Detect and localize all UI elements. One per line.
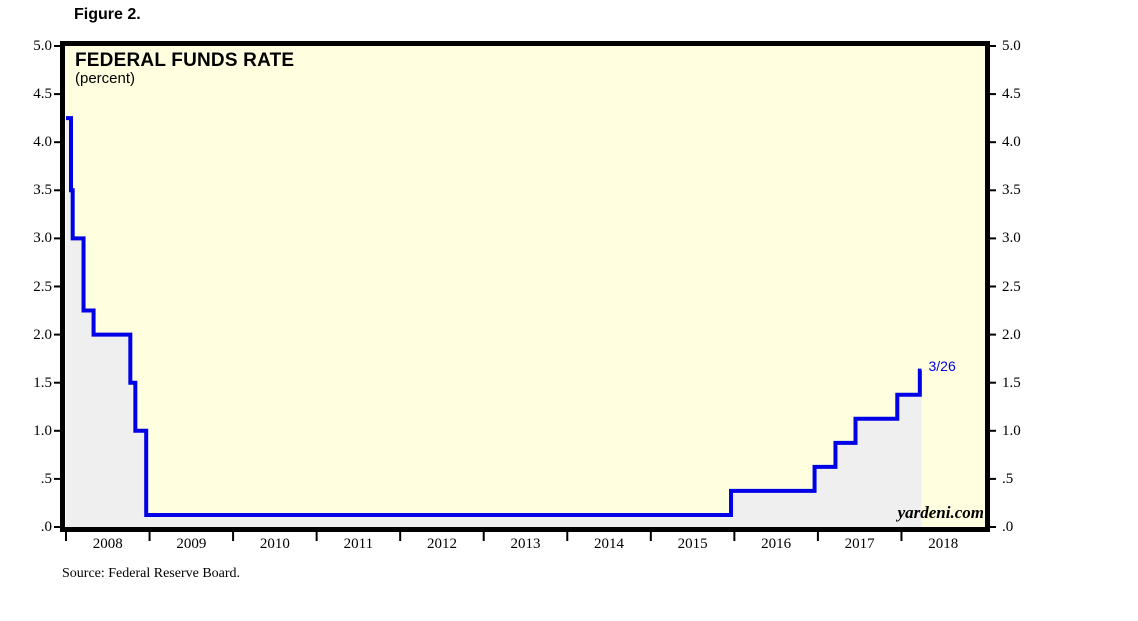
y-axis-label-left: 4.5 xyxy=(33,86,52,103)
x-axis-year-label: 2010 xyxy=(259,536,290,552)
source-note: Source: Federal Reserve Board. xyxy=(62,566,241,581)
y-axis-label-left: .5 xyxy=(40,470,52,487)
y-axis-label-left: 5.0 xyxy=(33,38,52,54)
x-axis-year-label: 2015 xyxy=(677,536,708,552)
chart-title: FEDERAL FUNDS RATE xyxy=(75,50,295,71)
y-axis-label-right: 4.5 xyxy=(1002,86,1021,103)
y-axis-label-left: 4.0 xyxy=(33,134,52,151)
chart-subtitle-units: (percent) xyxy=(75,70,136,87)
x-axis-year-label: 2018 xyxy=(928,536,959,552)
y-axis-label-right: 2.0 xyxy=(1002,326,1021,343)
y-axis-label-right: 5.0 xyxy=(1002,38,1021,54)
x-axis-year-label: 2009 xyxy=(176,536,207,552)
x-axis-year-label: 2016 xyxy=(761,536,792,552)
watermark-yardeni: yardeni.com xyxy=(897,503,984,522)
y-axis-label-left: .0 xyxy=(40,519,52,535)
y-axis-label-right: 1.5 xyxy=(1002,374,1021,391)
y-axis-label-right: 2.5 xyxy=(1002,278,1021,295)
y-axis-label-right: 1.0 xyxy=(1002,422,1021,439)
figure-number-label: Figure 2. xyxy=(74,6,141,23)
x-axis-year-label: 2014 xyxy=(594,536,625,552)
y-axis-label-right: .5 xyxy=(1002,470,1014,487)
y-axis-label-right: 4.0 xyxy=(1002,134,1021,151)
y-axis-label-left: 1.0 xyxy=(33,422,52,439)
y-axis-label-right: .0 xyxy=(1002,519,1014,535)
rate-step-line xyxy=(66,116,922,517)
x-axis-year-label: 2013 xyxy=(510,536,541,552)
y-axis-label-left: 1.5 xyxy=(33,374,52,391)
x-axis-year-label: 2012 xyxy=(426,536,457,552)
y-axis-label-left: 2.5 xyxy=(33,278,52,295)
x-axis-year-label: 2017 xyxy=(844,536,875,552)
y-axis-label-right: 3.0 xyxy=(1002,230,1021,247)
y-axis-label-right: 3.5 xyxy=(1002,182,1021,199)
y-axis-label-left: 2.0 xyxy=(33,326,52,343)
y-axis-label-left: 3.5 xyxy=(33,182,52,199)
area-under-rate-line xyxy=(66,118,922,528)
x-axis-year-label: 2011 xyxy=(343,536,374,552)
plot-border xyxy=(60,41,990,532)
latest-point-date-label: 3/26 xyxy=(928,357,956,374)
x-axis-year-label: 2008 xyxy=(92,536,123,552)
y-axis-label-left: 3.0 xyxy=(33,230,52,247)
